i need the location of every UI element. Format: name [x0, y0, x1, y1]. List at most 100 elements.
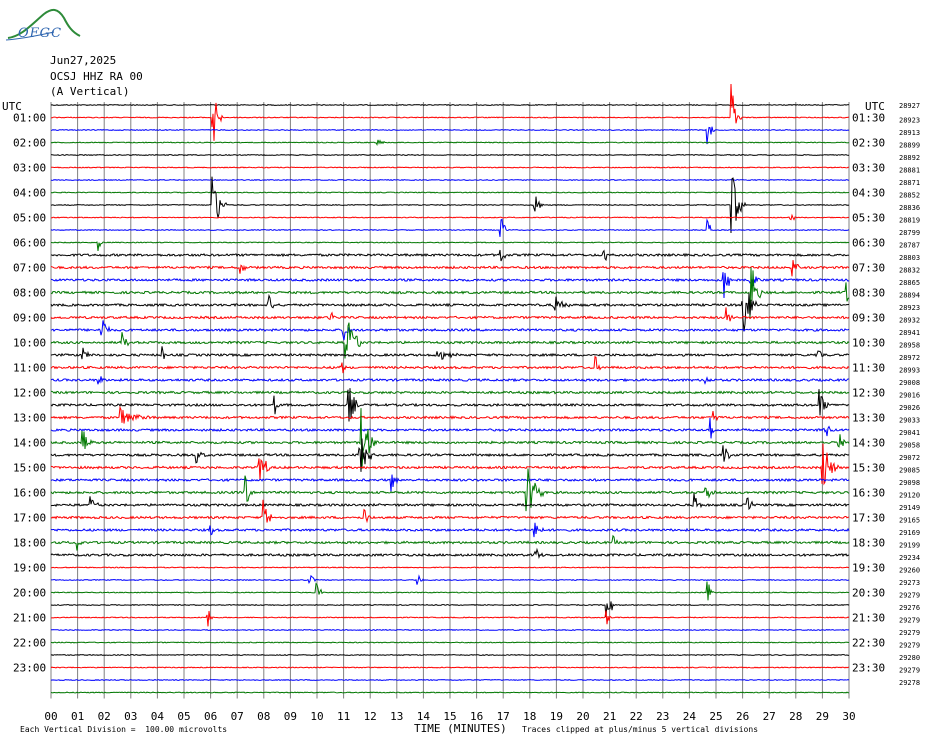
- hour-label-left: 01:00: [13, 112, 46, 125]
- x-tick-label: 23: [656, 710, 669, 723]
- trace-value-label: 28881: [899, 167, 920, 175]
- x-tick-label: 05: [177, 710, 190, 723]
- x-tick-label: 15: [443, 710, 456, 723]
- trace-value-label: 28852: [899, 192, 920, 200]
- hour-label-left: 09:00: [13, 312, 46, 325]
- trace-value-label: 28972: [899, 354, 920, 362]
- x-tick-label: 07: [231, 710, 244, 723]
- x-tick-label: 10: [310, 710, 323, 723]
- seismic-trace-30: [50, 474, 850, 492]
- grid-lines: [50, 102, 850, 699]
- x-tick-label: 16: [470, 710, 483, 723]
- x-tick-label: 20: [576, 710, 589, 723]
- trace-value-label: 28836: [899, 204, 920, 212]
- trace-value-label: 29033: [899, 417, 920, 425]
- seismic-trace-41: [51, 610, 850, 627]
- hour-label-left: 03:00: [13, 162, 46, 175]
- x-tick-label: 01: [71, 710, 84, 723]
- seismic-trace-33: [50, 499, 850, 524]
- trace-value-label: 28899: [899, 142, 920, 150]
- seismic-trace-11: [50, 241, 850, 251]
- hour-label-right: 19:30: [852, 562, 885, 575]
- trace-value-label: 29278: [899, 679, 920, 687]
- station-label: OCSJ HHZ RA 00: [50, 70, 143, 83]
- seismic-trace-24: [50, 388, 850, 422]
- trace-value-label: 28892: [899, 154, 920, 162]
- clip-note: Traces clipped at plus/minus 5 vertical …: [522, 725, 759, 734]
- x-tick-label: 26: [736, 710, 749, 723]
- utc-left-label: UTC: [2, 100, 22, 113]
- trace-value-label: 29199: [899, 542, 920, 550]
- x-tick-label: 19: [550, 710, 563, 723]
- seismic-trace-46: [50, 678, 850, 682]
- hour-label-right: 02:30: [852, 137, 885, 150]
- seismic-trace-16: [50, 293, 850, 332]
- x-tick-label: 00: [44, 710, 57, 723]
- seismic-trace-17: [50, 307, 850, 322]
- hour-label-right: 23:30: [852, 662, 885, 675]
- x-tick-label: 25: [709, 710, 722, 723]
- x-tick-label: 29: [816, 710, 829, 723]
- x-tick-label: 27: [763, 710, 776, 723]
- hour-label-right: 08:30: [852, 287, 885, 300]
- trace-value-label: 29234: [899, 554, 920, 562]
- hour-label-right: 04:30: [852, 187, 885, 200]
- hour-label-left: 04:00: [13, 187, 46, 200]
- component-label: (A Vertical): [50, 85, 130, 98]
- hour-label-left: 06:00: [13, 237, 46, 250]
- trace-value-label: 29280: [899, 654, 920, 662]
- x-tick-label: 11: [337, 710, 350, 723]
- seismic-trace-34: [50, 522, 850, 538]
- hour-label-right: 18:30: [852, 537, 885, 550]
- hour-label-left: 02:00: [13, 137, 46, 150]
- seismic-trace-8: [50, 176, 850, 234]
- seismic-trace-37: [50, 566, 850, 569]
- date-label: Jun27,2025: [50, 54, 117, 67]
- logo-icon: [5, 8, 81, 41]
- hour-label-left: 13:00: [13, 412, 46, 425]
- trace-value-label: 29058: [899, 442, 920, 450]
- hour-label-left: 10:00: [13, 337, 46, 350]
- trace-value-label: 29260: [899, 567, 920, 575]
- seismic-trace-12: [51, 249, 850, 262]
- seismic-trace-43: [50, 641, 850, 644]
- hour-label-left: 12:00: [13, 387, 46, 400]
- x-tick-label: 08: [257, 710, 270, 723]
- seismic-trace-28: [50, 438, 850, 472]
- hour-label-right: 07:30: [852, 262, 885, 275]
- trace-value-label: 29279: [899, 642, 920, 650]
- x-tick-label: 24: [683, 710, 697, 723]
- seismic-trace-2: [50, 126, 850, 145]
- hour-label-right: 01:30: [852, 112, 885, 125]
- seismic-trace-29: [50, 443, 850, 486]
- trace-value-label: 28932: [899, 317, 920, 325]
- hour-label-left: 22:00: [13, 637, 46, 650]
- trace-value-label: 29279: [899, 617, 920, 625]
- hour-label-left: 19:00: [13, 562, 46, 575]
- trace-value-label: 29085: [899, 467, 920, 475]
- hour-label-right: 14:30: [852, 437, 885, 450]
- trace-value-label: 29279: [899, 629, 920, 637]
- hour-label-left: 18:00: [13, 537, 46, 550]
- trace-value-label: 29169: [899, 529, 920, 537]
- seismic-trace-25: [50, 405, 850, 424]
- trace-value-label: 28894: [899, 292, 920, 300]
- trace-value-label: 28803: [899, 254, 920, 262]
- hour-label-left: 21:00: [13, 612, 46, 625]
- seismic-trace-44: [50, 653, 850, 657]
- hour-label-right: 13:30: [852, 412, 885, 425]
- trace-value-label: 28923: [899, 304, 920, 312]
- trace-value-label: 29026: [899, 404, 920, 412]
- seismic-trace-26: [50, 417, 850, 439]
- hour-label-right: 09:30: [852, 312, 885, 325]
- trace-value-label: 28819: [899, 217, 920, 225]
- seismic-trace-47: [50, 691, 849, 694]
- trace-value-label: 28913: [899, 129, 920, 137]
- x-tick-label: 06: [204, 710, 217, 723]
- seismic-trace-3: [50, 139, 850, 147]
- x-tick-label: 28: [789, 710, 802, 723]
- seismic-trace-18: [50, 320, 850, 341]
- hour-label-left: 05:00: [13, 212, 46, 225]
- trace-value-label: 29016: [899, 392, 920, 400]
